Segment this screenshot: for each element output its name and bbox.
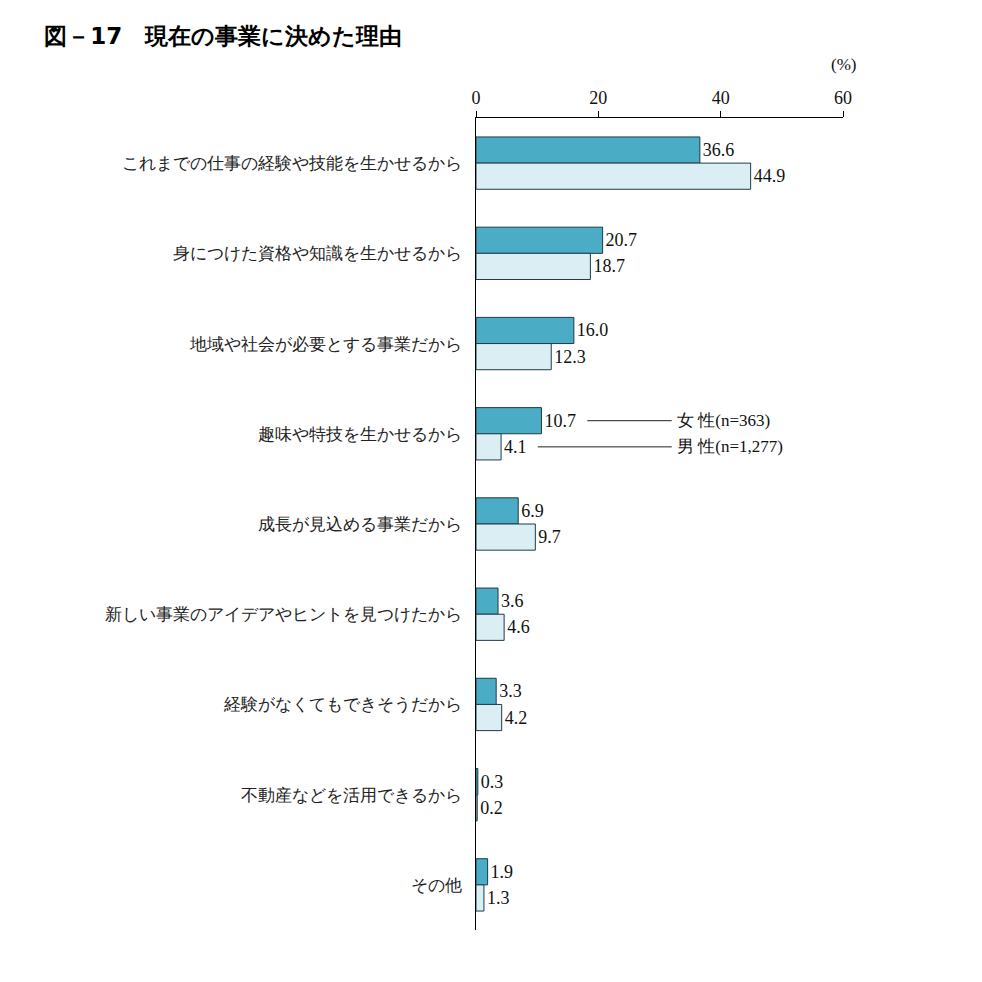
svg-text:20: 20 (589, 88, 607, 108)
svg-text:20.7: 20.7 (606, 230, 638, 250)
svg-text:0.2: 0.2 (480, 798, 503, 818)
svg-text:12.3: 12.3 (554, 347, 586, 367)
svg-text:新しい事業のアイデアやヒントを見つけたから: 新しい事業のアイデアやヒントを見つけたから (105, 604, 462, 624)
svg-text:身につけた資格や知識を生かせるから: 身につけた資格や知識を生かせるから (173, 243, 462, 263)
svg-text:3.6: 3.6 (501, 591, 524, 611)
svg-text:60: 60 (834, 88, 852, 108)
svg-text:0: 0 (472, 88, 481, 108)
svg-text:図－17 現在の事業に決めた理由: 図－17 現在の事業に決めた理由 (44, 23, 402, 49)
svg-text:9.7: 9.7 (538, 527, 561, 547)
svg-text:(%): (%) (831, 55, 856, 74)
svg-text:趣味や特技を生かせるから: 趣味や特技を生かせるから (258, 424, 462, 444)
svg-text:18.7: 18.7 (593, 256, 625, 276)
svg-text:4.6: 4.6 (507, 617, 530, 637)
svg-text:その他: その他 (411, 875, 462, 895)
svg-text:経験がなくてもできそうだから: 経験がなくてもできそうだから (223, 694, 462, 714)
svg-text:10.7: 10.7 (544, 411, 576, 431)
svg-text:44.9: 44.9 (754, 166, 786, 186)
svg-text:成長が見込める事業だから: 成長が見込める事業だから (258, 514, 462, 534)
svg-text:40: 40 (712, 88, 730, 108)
svg-text:これまでの仕事の経験や技能を生かせるから: これまでの仕事の経験や技能を生かせるから (122, 153, 462, 173)
svg-text:0.3: 0.3 (481, 772, 504, 792)
svg-text:36.6: 36.6 (703, 140, 735, 160)
svg-text:1.9: 1.9 (491, 862, 514, 882)
svg-text:女 性(n=363): 女 性(n=363) (677, 411, 770, 430)
svg-text:1.3: 1.3 (487, 888, 510, 908)
svg-text:6.9: 6.9 (521, 501, 544, 521)
svg-text:不動産などを活用できるから: 不動産などを活用できるから (241, 785, 462, 805)
svg-text:4.2: 4.2 (505, 708, 528, 728)
svg-text:4.1: 4.1 (504, 437, 527, 457)
svg-text:地域や社会が必要とする事業だから: 地域や社会が必要とする事業だから (189, 334, 462, 354)
svg-text:男 性(n=1,277): 男 性(n=1,277) (677, 437, 783, 456)
svg-text:16.0: 16.0 (577, 320, 609, 340)
svg-text:3.3: 3.3 (499, 681, 522, 701)
